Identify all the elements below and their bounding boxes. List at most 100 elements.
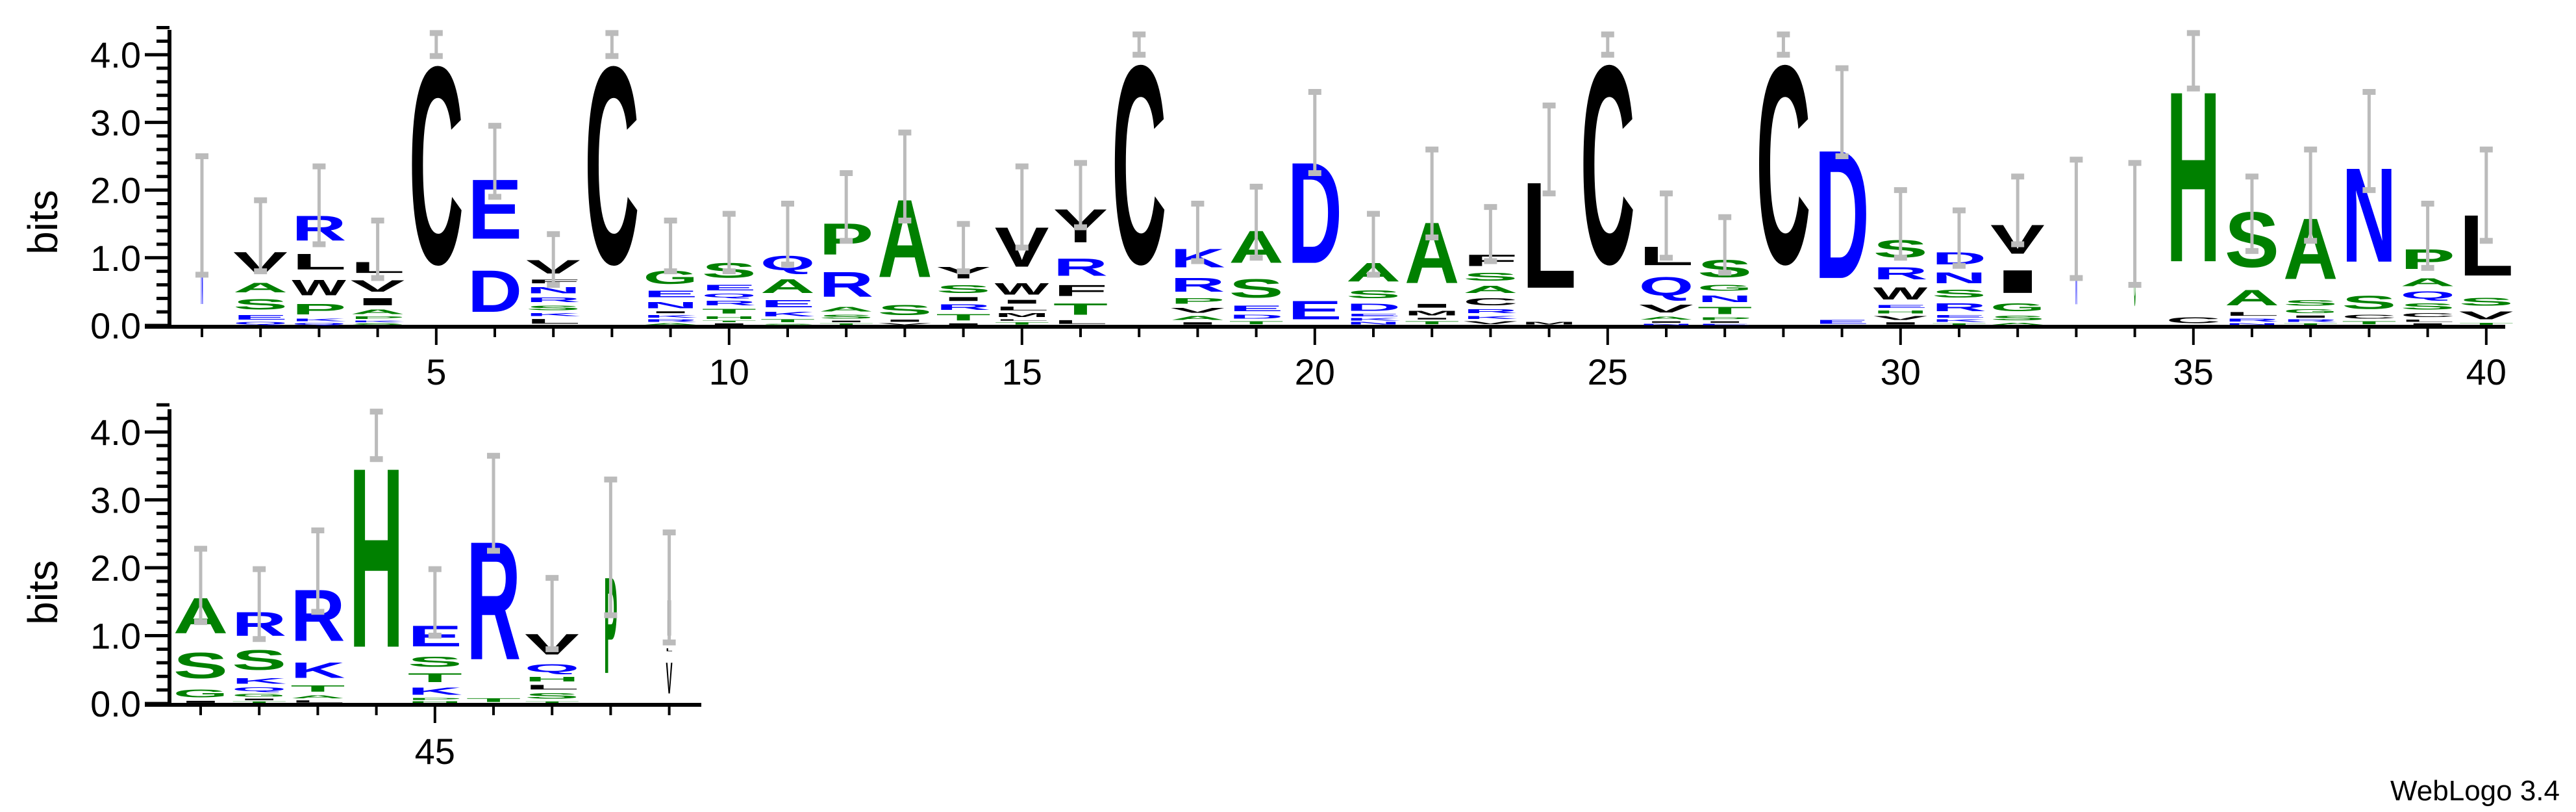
error-bar: [898, 129, 912, 223]
logo-letter-T: T: [760, 318, 815, 323]
y-tick-label: 1.0: [90, 238, 141, 279]
error-bar: [428, 566, 442, 639]
logo-letter-L: L: [292, 249, 346, 274]
logo-letter-I: I: [1990, 264, 2045, 300]
logo-column-49: VLI: [662, 529, 676, 703]
logo-letter-A: A: [1990, 322, 2045, 325]
logo-column-48: P: [604, 476, 618, 703]
logo-column-16: LTFRY: [1053, 160, 1108, 325]
logo-letter-C: C: [584, 8, 639, 324]
logo-letter-S: S: [2400, 301, 2455, 312]
logo-letter-C: C: [409, 8, 464, 324]
y-tick-label: 0.0: [90, 305, 141, 346]
logo-letter-S: S: [819, 314, 873, 320]
logo-column-25: C: [1581, 6, 1635, 324]
logo-letter-A: A: [290, 694, 345, 700]
logo-letter-T: T: [290, 683, 345, 694]
logo-letter-V: V: [1170, 306, 1225, 314]
logo-letter-T: T: [995, 322, 1049, 325]
logo-column-44: H: [349, 409, 404, 702]
logo-letter-N: N: [526, 285, 581, 296]
logo-letter-N: N: [1697, 293, 1752, 304]
logo-letter-D: D: [468, 259, 522, 325]
logo-letter-C: C: [1581, 6, 1635, 324]
logo-letter-A: A: [1639, 316, 1694, 321]
logo-letter-A: A: [2225, 285, 2279, 310]
logo-letter-T: T: [2283, 323, 2338, 325]
logo-letter-F: F: [1053, 282, 1108, 299]
logo-letter-Q: Q: [702, 292, 757, 298]
logo-letter-K: K: [1346, 318, 1401, 322]
logo-letter-D: D: [1346, 301, 1401, 313]
x-tick-label: 30: [1881, 351, 1921, 392]
logo-letter-I: I: [819, 320, 873, 323]
logo-letter-I: I: [643, 311, 697, 314]
x-tick-label: 5: [426, 351, 446, 392]
error-bar: [369, 409, 383, 463]
logo-letter-S: S: [760, 324, 815, 325]
logo-letter-N: N: [643, 300, 697, 311]
error-bar: [545, 575, 559, 652]
logo-column-11: STKEAQ: [760, 200, 815, 325]
x-tick-label: 45: [415, 731, 455, 772]
logo-column-26: NIAVQL: [1639, 190, 1694, 325]
logo-column-12: TISARP: [819, 170, 873, 325]
logo-letter-I: I: [2400, 323, 2455, 325]
logo-column-5: C: [409, 8, 464, 324]
logo-letter-T: T: [1697, 305, 1752, 316]
logo-letter-E: E: [1346, 314, 1401, 318]
x-tick-label: 10: [709, 351, 749, 392]
logo-column-15: TLMLIWV: [995, 163, 1049, 325]
logo-letter-R: R: [526, 296, 581, 304]
logo-letter-I: I: [1639, 321, 1694, 324]
weblogo-credit: WebLogo 3.4: [2390, 775, 2560, 807]
logo-letter-R: R: [1170, 274, 1225, 296]
logo-letter-V: V: [877, 323, 932, 325]
logo-letter-T: T: [2342, 320, 2396, 325]
logo-letter-T: T: [2459, 322, 2514, 325]
logo-letter-S: S: [1990, 314, 2045, 322]
logo-letter-V: V: [2459, 309, 2514, 322]
logo-letter-V: V: [1463, 320, 1518, 325]
logo-letter-K: K: [232, 677, 286, 686]
y-axis-title: bits: [19, 190, 66, 255]
logo-letter-Q: Q: [233, 322, 288, 325]
logo-letter-K: K: [292, 318, 346, 322]
logo-column-14: ITRISY: [936, 221, 991, 325]
logo-letter-H: H: [525, 676, 579, 683]
logo-letter-I: I: [173, 700, 228, 704]
logo-letter-N: N: [2225, 323, 2279, 325]
logo-letter-C: C: [1756, 6, 1810, 324]
logo-letter-T: T: [1229, 320, 1283, 325]
error-bar: [662, 529, 676, 646]
x-tick-label: 20: [1295, 351, 1335, 392]
logo-letter-M: M: [1521, 322, 1576, 325]
logo-column-33: N: [2070, 157, 2083, 324]
logo-letter-L: L: [525, 683, 579, 691]
logo-letter-E: E: [1288, 295, 1342, 325]
logo-letter-L: L: [1053, 319, 1108, 325]
error-bar: [1132, 31, 1146, 58]
logo-letter-T: T: [525, 701, 579, 704]
logo-letter-E: E: [233, 314, 288, 321]
y-tick-label: 3.0: [90, 480, 141, 521]
logo-letter-T: T: [232, 701, 286, 704]
logo-letter-P: P: [1697, 317, 1752, 321]
logo-letter-K: K: [1932, 319, 1986, 323]
logo-letter-Q: Q: [1639, 272, 1694, 301]
error-bar: [1718, 214, 1732, 276]
logo-letter-S: S: [1932, 287, 1986, 300]
error-bar: [487, 453, 500, 554]
logo-letter-G: G: [1697, 283, 1752, 293]
logo-letter-W: W: [292, 275, 346, 300]
logo-letter-N: N: [1346, 322, 1401, 325]
logo-letter-T: T: [1405, 320, 1459, 325]
logo-letter-D: D: [1229, 314, 1283, 320]
error-bar: [2245, 173, 2258, 254]
